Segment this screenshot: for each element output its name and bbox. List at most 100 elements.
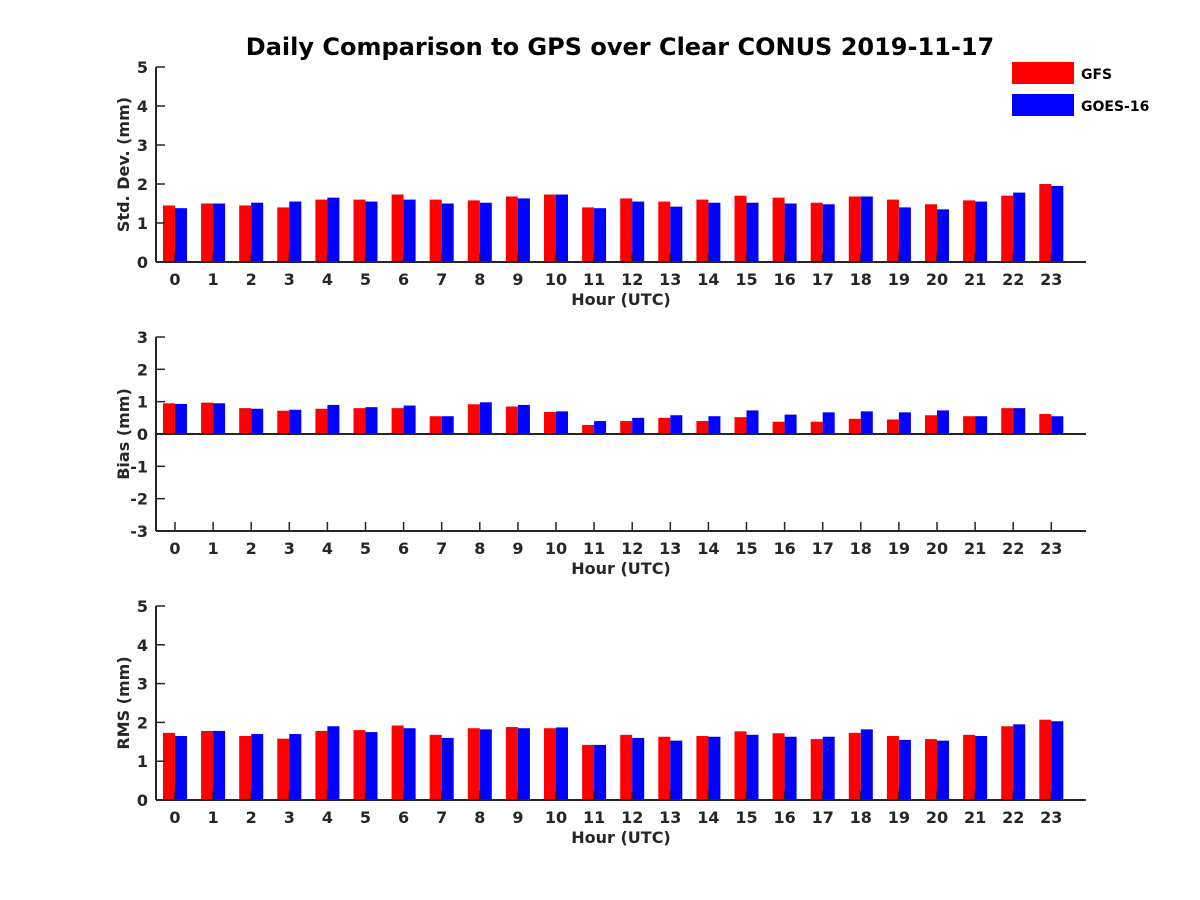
bar-rms-gfs-h0 <box>163 732 175 800</box>
bar-rms-gfs-h7 <box>429 734 442 800</box>
bar-bias-gfs-h7 <box>429 416 442 434</box>
bar-bias-goes16-h11 <box>594 421 607 434</box>
y-tick-label: -3 <box>130 522 148 541</box>
bar-bias-goes16-h15 <box>746 410 759 434</box>
bar-stddev-gfs-h17 <box>810 202 823 262</box>
x-tick-label: 17 <box>812 808 834 827</box>
bar-rms-gfs-h9 <box>505 727 518 800</box>
bar-rms-gfs-h18 <box>848 732 861 800</box>
bar-rms-gfs-h15 <box>734 731 747 800</box>
x-tick-label: 3 <box>284 539 295 558</box>
bar-bias-gfs-h4 <box>315 408 328 434</box>
y-axis-label: RMS (mm) <box>114 656 133 749</box>
bar-stddev-goes16-h13 <box>670 206 683 262</box>
bar-rms-gfs-h4 <box>315 730 328 800</box>
bar-stddev-gfs-h14 <box>696 199 709 262</box>
x-tick-label: 10 <box>545 270 567 289</box>
bar-bias-gfs-h9 <box>505 406 518 434</box>
bar-stddev-goes16-h18 <box>860 196 873 262</box>
x-tick-label: 9 <box>512 539 523 558</box>
x-tick-label: 17 <box>812 539 834 558</box>
bar-stddev-goes16-h5 <box>365 201 378 262</box>
x-tick-label: 21 <box>964 270 986 289</box>
bar-stddev-gfs-h19 <box>886 199 899 262</box>
x-tick-label: 19 <box>888 270 910 289</box>
x-tick-label: 8 <box>474 808 485 827</box>
bar-stddev-gfs-h18 <box>848 196 861 262</box>
x-tick-label: 18 <box>850 539 872 558</box>
x-tick-label: 0 <box>169 808 180 827</box>
x-tick-label: 4 <box>322 270 333 289</box>
bar-bias-goes16-h4 <box>327 404 340 434</box>
bar-bias-goes16-h21 <box>975 416 988 434</box>
x-tick-label: 6 <box>398 539 409 558</box>
bar-bias-goes16-h14 <box>708 416 721 434</box>
bar-stddev-gfs-h3 <box>277 207 290 262</box>
x-tick-label: 16 <box>773 539 795 558</box>
y-tick-label: 2 <box>137 713 148 732</box>
bar-bias-gfs-h19 <box>886 419 899 434</box>
bar-bias-gfs-h5 <box>353 408 366 434</box>
bar-rms-gfs-h19 <box>886 735 899 800</box>
x-tick-label: 12 <box>621 539 643 558</box>
bar-bias-goes16-h12 <box>632 417 645 434</box>
bar-stddev-gfs-h1 <box>201 203 214 262</box>
bar-stddev-goes16-h9 <box>517 198 530 262</box>
bar-stddev-goes16-h2 <box>251 202 264 262</box>
x-tick-label: 23 <box>1040 270 1062 289</box>
x-tick-label: 11 <box>583 539 605 558</box>
bar-bias-gfs-h6 <box>391 408 404 434</box>
bar-rms-goes16-h12 <box>632 737 645 800</box>
bar-stddev-goes16-h20 <box>937 209 949 262</box>
bar-rms-gfs-h16 <box>772 733 785 800</box>
x-tick-label: 22 <box>1002 539 1024 558</box>
x-tick-label: 9 <box>512 808 523 827</box>
y-tick-label: 3 <box>137 328 148 347</box>
bar-stddev-gfs-h8 <box>467 200 480 262</box>
bar-rms-goes16-h21 <box>975 735 988 800</box>
bar-rms-goes16-h23 <box>1051 721 1064 800</box>
x-tick-label: 16 <box>773 270 795 289</box>
bar-stddev-gfs-h20 <box>925 204 937 262</box>
bar-bias-gfs-h1 <box>201 402 214 434</box>
bar-stddev-gfs-h13 <box>658 201 671 262</box>
bar-rms-goes16-h15 <box>746 734 759 800</box>
bar-stddev-gfs-h23 <box>1039 184 1052 262</box>
x-tick-label: 5 <box>360 808 371 827</box>
bar-bias-goes16-h7 <box>441 416 454 434</box>
bar-rms-goes16-h2 <box>251 734 264 800</box>
y-tick-label: 0 <box>137 253 148 272</box>
x-tick-label: 11 <box>583 808 605 827</box>
bar-stddev-goes16-h15 <box>746 202 759 262</box>
bar-stddev-goes16-h23 <box>1051 185 1064 262</box>
x-tick-label: 15 <box>735 808 757 827</box>
bar-rms-gfs-h23 <box>1039 719 1052 800</box>
y-tick-label: 5 <box>137 58 148 77</box>
x-tick-label: 0 <box>169 539 180 558</box>
bar-bias-goes16-h22 <box>1013 408 1026 434</box>
bar-bias-goes16-h20 <box>937 410 949 434</box>
bar-stddev-gfs-h9 <box>505 196 518 262</box>
x-tick-label: 8 <box>474 539 485 558</box>
x-tick-label: 14 <box>697 808 719 827</box>
x-tick-label: 4 <box>322 808 333 827</box>
y-tick-label: 4 <box>137 97 148 116</box>
x-tick-label: 1 <box>208 270 219 289</box>
bar-rms-gfs-h14 <box>696 735 709 800</box>
x-tick-label: 3 <box>284 270 295 289</box>
x-tick-label: 8 <box>474 270 485 289</box>
bar-stddev-goes16-h7 <box>441 203 454 262</box>
bar-bias-goes16-h8 <box>479 402 492 434</box>
bar-rms-goes16-h19 <box>898 739 911 800</box>
bar-bias-goes16-h5 <box>365 407 378 434</box>
bar-stddev-goes16-h0 <box>175 208 187 262</box>
bar-bias-goes16-h6 <box>403 405 416 434</box>
bar-rms-gfs-h10 <box>544 728 556 800</box>
bar-rms-goes16-h7 <box>441 737 454 800</box>
bar-bias-gfs-h0 <box>163 403 175 434</box>
x-tick-label: 21 <box>964 808 986 827</box>
y-tick-label: 0 <box>137 425 148 444</box>
bar-rms-gfs-h22 <box>1001 726 1014 800</box>
